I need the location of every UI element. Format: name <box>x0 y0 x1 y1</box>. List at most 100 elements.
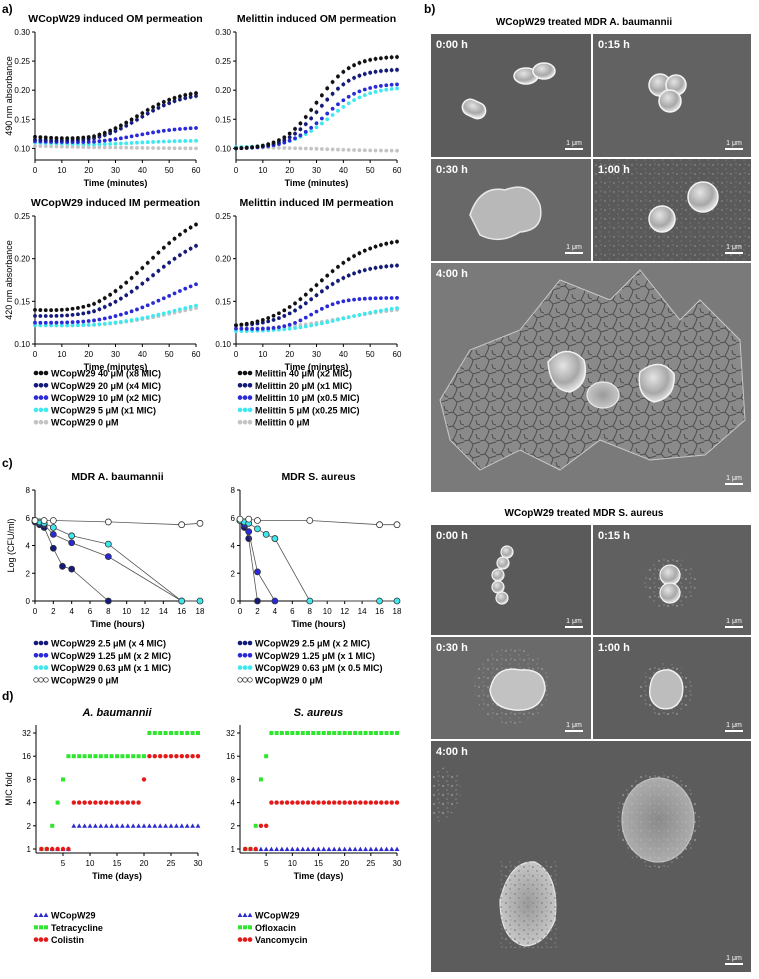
data-point <box>298 318 303 323</box>
data-point <box>384 83 389 88</box>
data-point <box>309 116 314 121</box>
legend-marker <box>43 383 49 388</box>
data-point <box>260 320 265 325</box>
data-point <box>167 139 172 144</box>
y-tick-label: 16 <box>226 752 235 761</box>
data-point <box>43 144 48 149</box>
data-point <box>379 88 383 93</box>
data-point <box>373 846 379 851</box>
data-point <box>68 532 76 540</box>
bacterium-cell <box>500 545 514 559</box>
chart-title: Melittin induced OM permeation <box>237 13 396 25</box>
chart-resistance-abaumannii: A. baumannii 1 2 4 8 16 32 5 10 15 20 25 30 Time (day… <box>4 707 203 881</box>
y-tick-label: 0 <box>26 597 31 606</box>
data-point <box>156 146 161 150</box>
data-point <box>395 82 399 87</box>
data-point <box>188 92 193 96</box>
data-point <box>321 731 326 735</box>
x-tick-label: 4 <box>273 607 278 616</box>
legend-marker <box>242 640 248 646</box>
data-point <box>104 518 112 526</box>
data-point <box>178 597 186 605</box>
legend-marker <box>38 665 44 670</box>
data-point <box>70 323 75 328</box>
y-tick-label: 6 <box>26 514 31 523</box>
data-point <box>325 304 330 309</box>
legend-marker <box>242 370 248 376</box>
chart-title: WCopW29 induced IM permeation <box>31 197 200 209</box>
data-point <box>195 823 201 828</box>
data-point <box>108 128 113 133</box>
data-point <box>102 142 107 146</box>
x-tick-label: 14 <box>159 607 168 616</box>
data-point <box>129 117 134 122</box>
data-point <box>303 146 308 151</box>
data-point <box>379 731 384 735</box>
data-point <box>152 823 158 828</box>
data-point <box>54 308 59 312</box>
data-point <box>374 731 379 735</box>
data-point <box>306 731 311 735</box>
data-point <box>309 129 314 133</box>
chart-title: A. baumannii <box>81 707 152 719</box>
data-point <box>376 597 383 605</box>
legend-label: WCopW29 0 μM <box>255 675 323 685</box>
data-point <box>86 145 91 150</box>
data-point <box>395 67 399 72</box>
legend-label: Tetracycline <box>51 923 103 933</box>
data-point <box>384 264 389 269</box>
legend-marker <box>43 677 49 683</box>
data-point <box>384 307 389 312</box>
data-point <box>135 133 139 138</box>
legend-marker <box>242 653 248 658</box>
data-point <box>194 243 198 248</box>
data-point <box>147 823 152 828</box>
data-point <box>38 308 43 312</box>
data-point <box>287 131 292 136</box>
data-point <box>239 146 244 150</box>
data-point <box>379 800 384 805</box>
data-point <box>145 111 150 116</box>
data-point <box>293 301 297 306</box>
data-point <box>114 800 120 805</box>
data-point <box>156 105 161 110</box>
data-point <box>293 127 297 131</box>
data-point <box>109 754 114 759</box>
series-3 <box>243 800 400 852</box>
data-point <box>113 141 118 146</box>
x-axis-label: Time (minutes) <box>84 362 148 372</box>
legend-marker <box>242 395 248 400</box>
legend-marker <box>242 912 248 917</box>
data-point <box>293 308 297 313</box>
data-point <box>311 731 316 735</box>
lysed-cell <box>469 186 542 241</box>
data-point <box>136 823 141 828</box>
legend-marker <box>242 677 248 683</box>
data-point <box>384 68 389 73</box>
data-point <box>314 121 319 126</box>
series-2 <box>31 517 186 605</box>
data-point <box>347 846 353 851</box>
bacterium-cell <box>658 89 682 113</box>
data-point <box>352 148 356 152</box>
data-point <box>97 322 102 327</box>
legend-marker <box>33 370 39 376</box>
data-point <box>38 135 43 140</box>
data-point <box>303 129 308 134</box>
data-point <box>59 562 66 570</box>
legend-marker <box>38 653 44 658</box>
x-tick-label: 60 <box>393 166 402 175</box>
data-point <box>188 138 193 143</box>
data-point <box>124 141 129 146</box>
data-point <box>310 846 316 851</box>
data-point <box>395 55 399 59</box>
data-point <box>38 137 43 142</box>
data-point <box>395 148 399 153</box>
legend-marker <box>242 383 248 388</box>
legend-label: WCopW29 10 μM (x2 MIC) <box>51 393 161 403</box>
legend-marker <box>33 912 39 917</box>
x-tick-label: 20 <box>340 859 349 868</box>
data-point <box>309 146 314 151</box>
data-point <box>185 754 190 759</box>
data-point <box>157 823 163 828</box>
